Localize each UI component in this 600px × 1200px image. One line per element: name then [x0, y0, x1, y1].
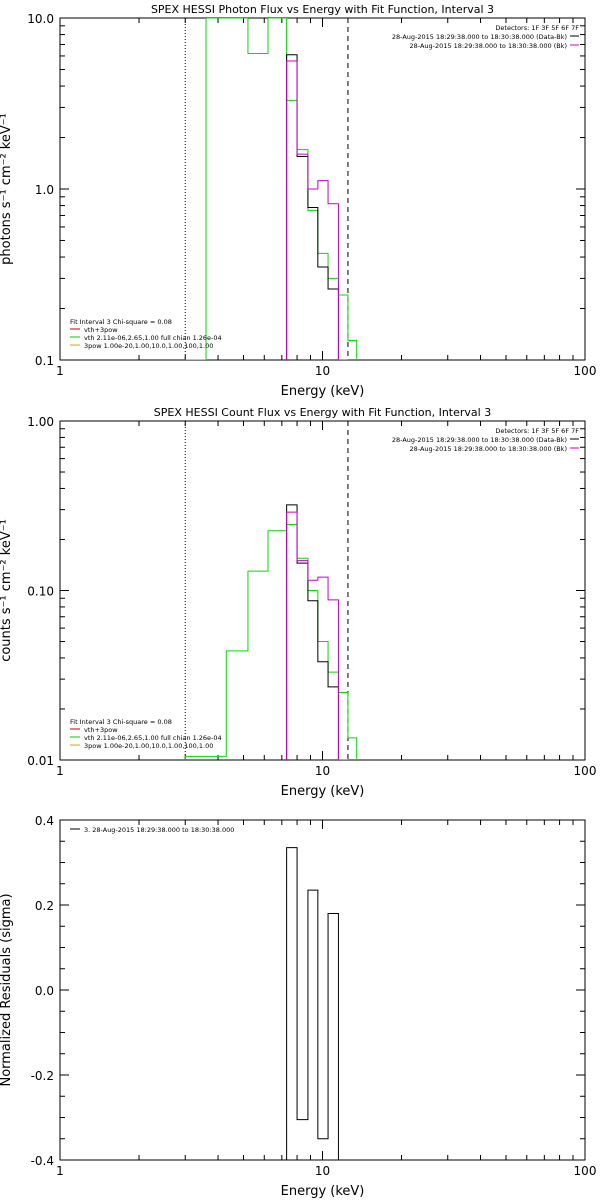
count-flux-panel: SPEX HESSI Count Flux vs Energy with Fit…: [0, 406, 596, 799]
legend-entry: Fit Interval 3 Chi-square = 0.08: [70, 718, 172, 726]
x-tick-label: 10: [315, 364, 330, 378]
legend-entry: vth+3pow: [84, 326, 118, 334]
x-tick-label: 10: [315, 764, 330, 778]
legend-entry: Detectors: 1F 3F 5F 6F 7F: [495, 427, 579, 435]
series-line-0: [184, 524, 358, 760]
x-tick-label: 100: [574, 764, 597, 778]
legend-entry: vth 2.11e-06,2.65,1.00 full chian 1.26e-…: [84, 734, 222, 742]
x-tick-label: 100: [574, 364, 597, 378]
x-axis-label: Energy (keV): [281, 1184, 365, 1199]
y-tick-label: 0.0: [35, 984, 54, 998]
y-tick-label: -0.4: [31, 1154, 54, 1168]
y-tick-label: 10.0: [27, 12, 54, 26]
y-tick-label: 0.01: [27, 754, 54, 768]
residuals-panel: 1 10 100 -0.4 -0.2 0.0 0.2 0.4 Energy (keV) Norma…: [0, 814, 596, 1199]
chart-title: SPEX HESSI Count Flux vs Energy with Fit…: [154, 406, 491, 419]
series-line-0: [286, 847, 348, 1160]
y-tick-label: 0.1: [35, 354, 54, 368]
x-tick-label: 10: [315, 1164, 330, 1178]
series-line-2: [286, 511, 348, 760]
photon-flux-panel: SPEX HESSI Photon Flux vs Energy with Fi…: [0, 3, 596, 399]
x-axis-label: Energy (keV): [281, 784, 365, 799]
y-axis-label: Normalized Residuals (sigma): [0, 893, 14, 1086]
legend-entry: vth+3pow: [84, 726, 118, 734]
chart-title: SPEX HESSI Photon Flux vs Energy with Fi…: [151, 3, 494, 16]
legend-entry: 3. 28-Aug-2015 18:29:38.000 to 18:30:38.…: [84, 826, 234, 834]
y-tick-label: 1.00: [27, 415, 54, 429]
legend-entry: Detectors: 1F 3F 5F 6F 7F: [495, 24, 579, 32]
legend-entry: 28-Aug-2015 18:29:38.000 to 18:30:38.000…: [392, 33, 567, 41]
legend-entry: 3pow 1.00e-20,1.00,10.0,1.00,100,1.00: [84, 342, 213, 350]
x-axis-label: Energy (keV): [281, 384, 365, 399]
x-tick-label: 1: [56, 364, 64, 378]
y-tick-label: 1.0: [35, 183, 54, 197]
series-line-2: [286, 60, 348, 360]
x-tick-label: 100: [574, 1164, 597, 1178]
legend-entry: 28-Aug-2015 18:29:38.000 to 18:30:38.000…: [410, 445, 567, 453]
y-tick-label: 0.10: [27, 585, 54, 599]
legend-entry: vth 2.11e-06,2.65,1.00 full chian 1.26e-…: [84, 334, 222, 342]
legend-entry: 28-Aug-2015 18:29:38.000 to 18:30:38.000…: [410, 42, 567, 50]
plot-frame: [59, 420, 586, 761]
plot-frame: [59, 819, 586, 1161]
y-tick-label: 0.2: [35, 899, 54, 913]
y-axis-label: counts s⁻¹ cm⁻² keV⁻¹: [0, 519, 14, 662]
y-axis-label: photons s⁻¹ cm⁻² keV⁻¹: [0, 113, 14, 265]
legend-entry: 3pow 1.00e-20,1.00,10.0,1.00,100,1.00: [84, 742, 213, 750]
legend-entry: 28-Aug-2015 18:29:38.000 to 18:30:38.000…: [392, 436, 567, 444]
y-tick-label: 0.4: [35, 814, 54, 828]
y-tick-label: -0.2: [31, 1069, 54, 1083]
legend-entry: Fit Interval 3 Chi-square = 0.08: [70, 318, 172, 326]
series-line-0: [185, 18, 358, 360]
x-tick-label: 1: [56, 764, 64, 778]
x-tick-label: 1: [56, 1164, 64, 1178]
plot-frame: [59, 17, 586, 361]
